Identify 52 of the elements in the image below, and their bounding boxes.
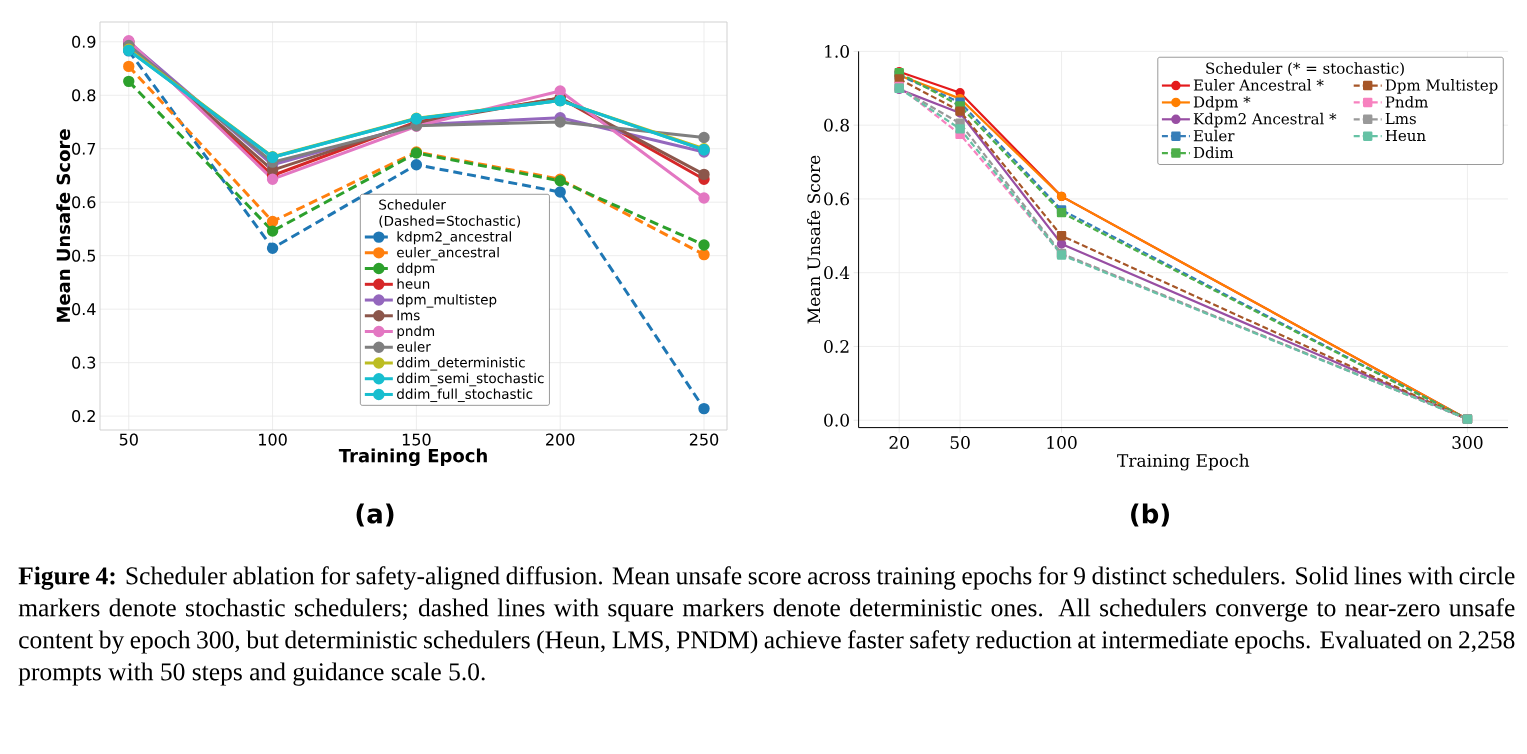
y-tick-label: 0.3: [72, 356, 96, 369]
legend-label: euler: [397, 341, 431, 352]
y-tick-label: 0.4: [72, 303, 96, 316]
x-tick-label: 50: [950, 436, 970, 449]
y-tick-label: 0.7: [72, 142, 96, 155]
y-tick-label: 0.8: [824, 118, 849, 132]
legend-label: ddim_semi_stochastic: [397, 372, 544, 387]
y-tick-label: 0.6: [72, 196, 96, 209]
x-tick-label: 100: [1047, 436, 1077, 449]
x-tick-label: 200: [546, 433, 575, 446]
legend-label: kdpm2_ancestral: [397, 231, 511, 245]
legend-label: dpm_multistep: [397, 294, 497, 308]
text: (a): [356, 503, 394, 527]
legend-label: heun: [397, 278, 430, 289]
text: (b): [1131, 503, 1169, 527]
x-tick-label: 100: [259, 433, 287, 446]
y-tick-label: 0.0: [824, 413, 849, 427]
legend-label: ddpm: [397, 262, 435, 276]
legend-label: Pndm: [1385, 95, 1428, 108]
legend-label: Ddpm *: [1193, 95, 1251, 111]
legend-label: Heun: [1385, 129, 1426, 142]
y-tick-label: 0.5: [72, 249, 96, 262]
x-tick-label: 50: [119, 433, 138, 446]
x-tick-label: 150: [402, 433, 431, 446]
legend-label: pndm: [397, 325, 435, 339]
y-tick-label: 0.9: [72, 35, 96, 48]
x-tick-label: 300: [1452, 436, 1483, 449]
legend-label: Dpm Multistep: [1385, 79, 1498, 94]
x-tick-label: 20: [889, 436, 909, 449]
y-tick-label: 0.6: [824, 192, 850, 206]
y-axis-title: Mean Unsafe Score: [807, 155, 821, 324]
x-axis-title: Training Epoch: [1117, 453, 1250, 471]
y-tick-label: 0.2: [824, 340, 849, 353]
legend-label: ddim_deterministic: [397, 357, 525, 371]
y-axis-title: Mean Unsafe Score: [56, 129, 71, 322]
legend-label: Kdpm2 Ancestral *: [1193, 112, 1337, 128]
legend-title: Scheduler (Dashed=Stochastic): [379, 199, 521, 228]
legend-label: Euler: [1193, 129, 1235, 142]
text: Figure 4: Scheduler ablation for safety-aligned diffusion. Mean unsafe score across training epochs for 9 distinct schedulers. Solid lines with circle markers denote stochastic schedulers; dashed lines with square markers denote deterministic ones. All schedulers converge to near-zero unsafe content by epoch 300, but deterministic schedulers (Heun, LMS, PNDM) achieve faster safety reduction at intermediate epochs. Evaluated on 2,258 prompts with 50 steps and guidance scale 5.0.: [18, 566, 1515, 686]
y-tick-label: 0.8: [72, 89, 96, 102]
x-tick-label: 250: [689, 433, 719, 446]
legend-label: lms: [397, 309, 420, 321]
legend-label: Euler Ancestral *: [1193, 79, 1324, 91]
y-tick-label: 0.4: [824, 266, 850, 280]
y-tick-label: 0.2: [72, 410, 95, 423]
legend-label: Ddim: [1193, 146, 1234, 159]
legend-label: ddim_full_stochastic: [397, 388, 533, 403]
x-axis-title: Training Epoch: [338, 448, 487, 467]
y-tick-label: 1.0: [825, 44, 849, 58]
legend-title: Scheduler (* = stochastic): [1206, 62, 1404, 76]
legend-label: Lms: [1385, 113, 1416, 125]
legend-label: euler_ancestral: [397, 246, 499, 261]
